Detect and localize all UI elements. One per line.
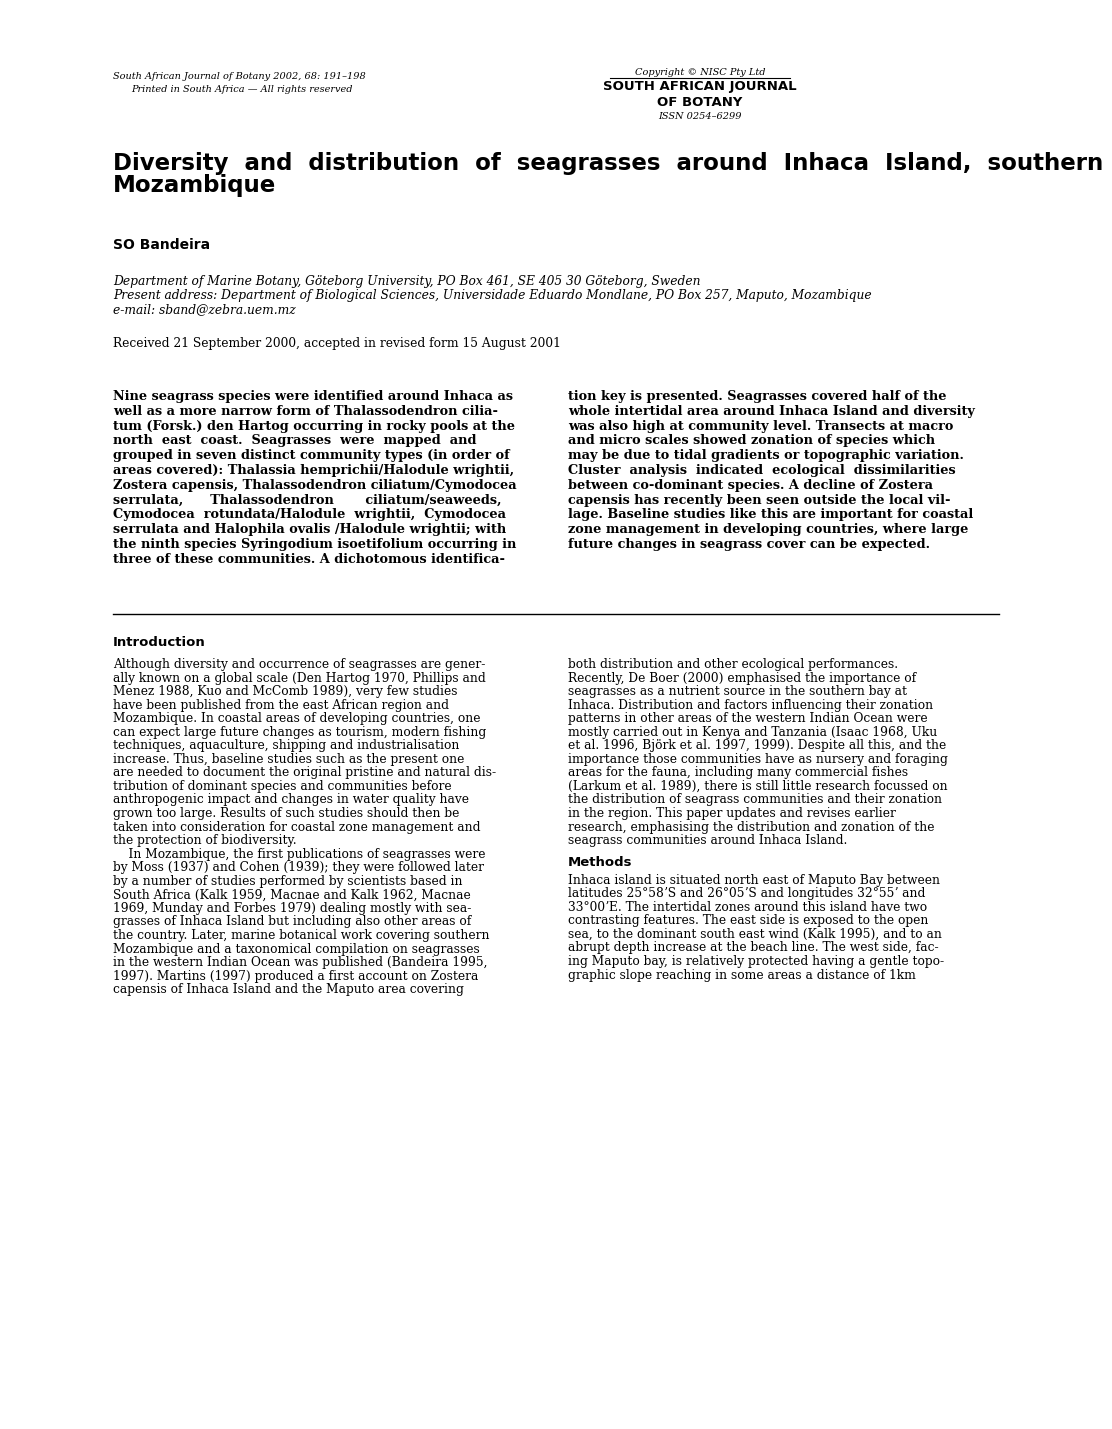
Text: graphic slope reaching in some areas a distance of 1km: graphic slope reaching in some areas a d… xyxy=(568,969,916,982)
Text: tribution of dominant species and communities before: tribution of dominant species and commun… xyxy=(113,780,451,793)
Text: lage. Baseline studies like this are important for coastal: lage. Baseline studies like this are imp… xyxy=(568,509,973,522)
Text: Mozambique: Mozambique xyxy=(113,174,276,197)
Text: north  east  coast.  Seagrasses  were  mapped  and: north east coast. Seagrasses were mapped… xyxy=(113,434,477,447)
Text: Introduction: Introduction xyxy=(113,636,206,649)
Text: tum (Forsk.) den Hartog occurring in rocky pools at the: tum (Forsk.) den Hartog occurring in roc… xyxy=(113,420,515,433)
Text: and micro scales showed zonation of species which: and micro scales showed zonation of spec… xyxy=(568,434,935,447)
Text: taken into consideration for coastal zone management and: taken into consideration for coastal zon… xyxy=(113,820,480,833)
Text: Methods: Methods xyxy=(568,856,633,869)
Text: well as a more narrow form of Thalassodendron cilia-: well as a more narrow form of Thalassode… xyxy=(113,404,498,417)
Text: future changes in seagrass cover can be expected.: future changes in seagrass cover can be … xyxy=(568,537,930,552)
Text: Cluster  analysis  indicated  ecological  dissimilarities: Cluster analysis indicated ecological di… xyxy=(568,464,955,477)
Text: serrulata,      Thalassodendron       ciliatum/seaweeds,: serrulata, Thalassodendron ciliatum/seaw… xyxy=(113,493,502,507)
Text: SOUTH AFRICAN JOURNAL: SOUTH AFRICAN JOURNAL xyxy=(603,80,797,93)
Text: sea, to the dominant south east wind (Kalk 1995), and to an: sea, to the dominant south east wind (Ka… xyxy=(568,927,942,940)
Text: areas covered): Thalassia hemprichii/Halodule wrightii,: areas covered): Thalassia hemprichii/Hal… xyxy=(113,464,514,477)
Text: grouped in seven distinct community types (in order of: grouped in seven distinct community type… xyxy=(113,449,509,462)
Text: zone management in developing countries, where large: zone management in developing countries,… xyxy=(568,523,969,536)
Text: South Africa (Kalk 1959, Macnae and Kalk 1962, Macnae: South Africa (Kalk 1959, Macnae and Kalk… xyxy=(113,889,470,902)
Text: (Larkum et al. 1989), there is still little research focussed on: (Larkum et al. 1989), there is still lit… xyxy=(568,780,947,793)
Text: Copyright © NISC Pty Ltd: Copyright © NISC Pty Ltd xyxy=(635,69,765,77)
Text: ally known on a global scale (Den Hartog 1970, Phillips and: ally known on a global scale (Den Hartog… xyxy=(113,672,486,684)
Text: importance those communities have as nursery and foraging: importance those communities have as nur… xyxy=(568,753,947,766)
Text: Department of Marine Botany, Göteborg University, PO Box 461, SE 405 30 Göteborg: Department of Marine Botany, Göteborg Un… xyxy=(113,274,701,289)
Text: mostly carried out in Kenya and Tanzania (Isaac 1968, Uku: mostly carried out in Kenya and Tanzania… xyxy=(568,726,937,739)
Text: Mozambique and a taxonomical compilation on seagrasses: Mozambique and a taxonomical compilation… xyxy=(113,943,479,956)
Text: the distribution of seagrass communities and their zonation: the distribution of seagrass communities… xyxy=(568,793,942,806)
Text: have been published from the east African region and: have been published from the east Africa… xyxy=(113,699,449,712)
Text: by Moss (1937) and Cohen (1939); they were followed later: by Moss (1937) and Cohen (1939); they we… xyxy=(113,862,484,875)
Text: three of these communities. A dichotomous identifica-: three of these communities. A dichotomou… xyxy=(113,553,505,566)
Text: the protection of biodiversity.: the protection of biodiversity. xyxy=(113,835,297,847)
Text: increase. Thus, baseline studies such as the present one: increase. Thus, baseline studies such as… xyxy=(113,753,465,766)
Text: South African Journal of Botany 2002, 68: 191–198: South African Journal of Botany 2002, 68… xyxy=(113,71,366,81)
Text: between co-dominant species. A decline of Zostera: between co-dominant species. A decline o… xyxy=(568,479,933,492)
Text: Diversity  and  distribution  of  seagrasses  around  Inhaca  Island,  southern: Diversity and distribution of seagrasses… xyxy=(113,151,1103,174)
Text: ISSN 0254–6299: ISSN 0254–6299 xyxy=(658,111,742,121)
Text: grasses of Inhaca Island but including also other areas of: grasses of Inhaca Island but including a… xyxy=(113,916,471,929)
Text: Although diversity and occurrence of seagrasses are gener-: Although diversity and occurrence of sea… xyxy=(113,657,485,672)
Text: techniques, aquaculture, shipping and industrialisation: techniques, aquaculture, shipping and in… xyxy=(113,739,459,752)
Text: Present address: Department of Biological Sciences, Universidade Eduardo Mondlan: Present address: Department of Biologica… xyxy=(113,289,872,302)
Text: Printed in South Africa — All rights reserved: Printed in South Africa — All rights res… xyxy=(131,84,353,94)
Text: seagrasses as a nutrient source in the southern bay at: seagrasses as a nutrient source in the s… xyxy=(568,684,907,699)
Text: tion key is presented. Seagrasses covered half of the: tion key is presented. Seagrasses covere… xyxy=(568,390,946,403)
Text: can expect large future changes as tourism, modern fishing: can expect large future changes as touri… xyxy=(113,726,486,739)
Text: Mozambique. In coastal areas of developing countries, one: Mozambique. In coastal areas of developi… xyxy=(113,712,480,725)
Text: grown too large. Results of such studies should then be: grown too large. Results of such studies… xyxy=(113,807,459,820)
Text: SO Bandeira: SO Bandeira xyxy=(113,239,210,252)
Text: contrasting features. The east side is exposed to the open: contrasting features. The east side is e… xyxy=(568,915,929,927)
Text: ing Maputo bay, is relatively protected having a gentle topo-: ing Maputo bay, is relatively protected … xyxy=(568,955,944,967)
Text: serrulata and Halophila ovalis /Halodule wrightii; with: serrulata and Halophila ovalis /Halodule… xyxy=(113,523,506,536)
Text: OF BOTANY: OF BOTANY xyxy=(657,96,743,109)
Text: Inhaca. Distribution and factors influencing their zonation: Inhaca. Distribution and factors influen… xyxy=(568,699,933,712)
Text: latitudes 25°58ʼS and 26°05ʼS and longitudes 32°55ʼ and: latitudes 25°58ʼS and 26°05ʼS and longit… xyxy=(568,887,925,900)
Text: et al. 1996, Björk et al. 1997, 1999). Despite all this, and the: et al. 1996, Björk et al. 1997, 1999). D… xyxy=(568,739,946,752)
Text: Inhaca island is situated north east of Maputo Bay between: Inhaca island is situated north east of … xyxy=(568,873,940,887)
Text: Menez 1988, Kuo and McComb 1989), very few studies: Menez 1988, Kuo and McComb 1989), very f… xyxy=(113,684,457,699)
Text: Nine seagrass species were identified around Inhaca as: Nine seagrass species were identified ar… xyxy=(113,390,513,403)
Text: the country. Later, marine botanical work covering southern: the country. Later, marine botanical wor… xyxy=(113,929,489,942)
Text: Cymodocea  rotundata/Halodule  wrightii,  Cymodocea: Cymodocea rotundata/Halodule wrightii, C… xyxy=(113,509,506,522)
Text: anthropogenic impact and changes in water quality have: anthropogenic impact and changes in wate… xyxy=(113,793,469,806)
Text: in the region. This paper updates and revises earlier: in the region. This paper updates and re… xyxy=(568,807,896,820)
Text: both distribution and other ecological performances.: both distribution and other ecological p… xyxy=(568,657,898,672)
Text: 1997). Martins (1997) produced a first account on Zostera: 1997). Martins (1997) produced a first a… xyxy=(113,970,478,983)
Text: In Mozambique, the first publications of seagrasses were: In Mozambique, the first publications of… xyxy=(113,847,486,860)
Text: Zostera capensis, Thalassodendron ciliatum/Cymodocea: Zostera capensis, Thalassodendron ciliat… xyxy=(113,479,517,492)
Text: by a number of studies performed by scientists based in: by a number of studies performed by scie… xyxy=(113,875,463,887)
Text: capensis has recently been seen outside the local vil-: capensis has recently been seen outside … xyxy=(568,493,951,507)
Text: 1969, Munday and Forbes 1979) dealing mostly with sea-: 1969, Munday and Forbes 1979) dealing mo… xyxy=(113,902,471,915)
Text: whole intertidal area around Inhaca Island and diversity: whole intertidal area around Inhaca Isla… xyxy=(568,404,975,417)
Text: in the western Indian Ocean was published (Bandeira 1995,: in the western Indian Ocean was publishe… xyxy=(113,956,487,969)
Text: areas for the fauna, including many commercial fishes: areas for the fauna, including many comm… xyxy=(568,766,909,779)
Text: may be due to tidal gradients or topographic variation.: may be due to tidal gradients or topogra… xyxy=(568,449,964,462)
Text: the ninth species Syringodium isoetifolium occurring in: the ninth species Syringodium isoetifoli… xyxy=(113,537,516,552)
Text: 33°00ʼE. The intertidal zones around this island have two: 33°00ʼE. The intertidal zones around thi… xyxy=(568,900,927,913)
Text: research, emphasising the distribution and zonation of the: research, emphasising the distribution a… xyxy=(568,820,934,833)
Text: was also high at community level. Transects at macro: was also high at community level. Transe… xyxy=(568,420,953,433)
Text: Recently, De Boer (2000) emphasised the importance of: Recently, De Boer (2000) emphasised the … xyxy=(568,672,916,684)
Text: e-mail: sband@zebra.uem.mz: e-mail: sband@zebra.uem.mz xyxy=(113,303,296,316)
Text: patterns in other areas of the western Indian Ocean were: patterns in other areas of the western I… xyxy=(568,712,927,725)
Text: seagrass communities around Inhaca Island.: seagrass communities around Inhaca Islan… xyxy=(568,835,847,847)
Text: abrupt depth increase at the beach line. The west side, fac-: abrupt depth increase at the beach line.… xyxy=(568,942,939,955)
Text: are needed to document the original pristine and natural dis-: are needed to document the original pris… xyxy=(113,766,496,779)
Text: capensis of Inhaca Island and the Maputo area covering: capensis of Inhaca Island and the Maputo… xyxy=(113,983,464,996)
Text: Received 21 September 2000, accepted in revised form 15 August 2001: Received 21 September 2000, accepted in … xyxy=(113,337,560,350)
